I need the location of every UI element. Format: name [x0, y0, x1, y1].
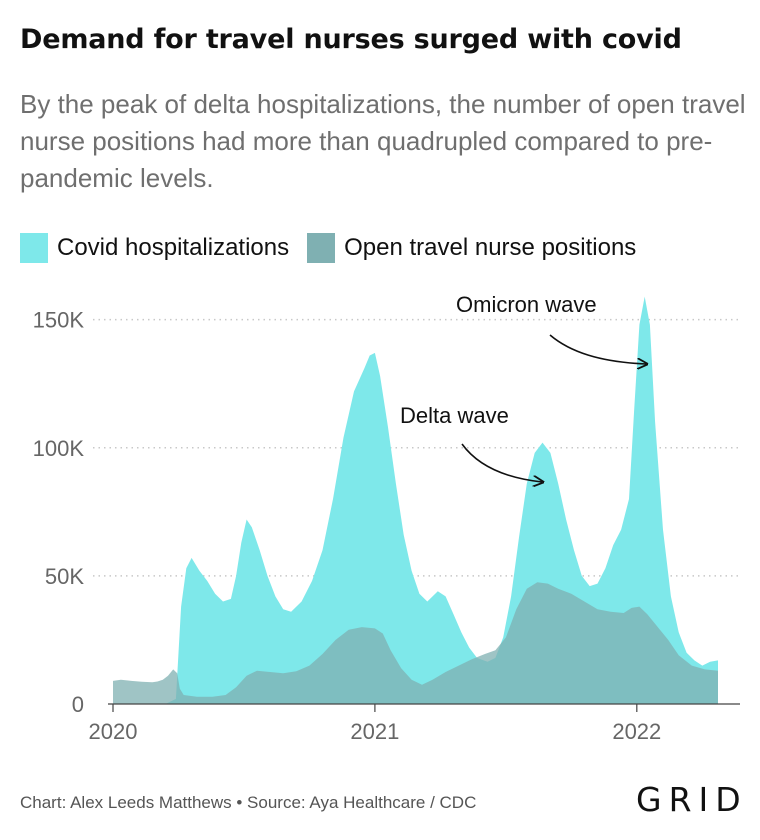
annotation-arrow-omicron	[549, 334, 646, 364]
y-tick-label: 150K	[33, 308, 85, 333]
legend-label-hospitalizations: Covid hospitalizations	[57, 234, 290, 261]
x-tick-label: 2020	[89, 719, 138, 744]
chart-subtitle: By the peak of delta hospitalizations, t…	[20, 89, 746, 193]
footer-credit: Chart: Alex Leeds Matthews • Source: Aya…	[20, 793, 477, 812]
annotation-omicron-wave: Omicron wave	[456, 292, 597, 317]
legend-swatch-hospitalizations	[20, 233, 48, 263]
grid-logo: GRID	[636, 780, 748, 819]
annotation-delta-wave: Delta wave	[400, 403, 509, 428]
legend-item-nurse-positions: Open travel nurse positions	[307, 233, 636, 263]
chart-title: Demand for travel nurses surged with cov…	[20, 24, 682, 55]
y-tick-label: 100K	[33, 436, 85, 461]
x-tick-label: 2022	[612, 719, 661, 744]
legend-item-hospitalizations: Covid hospitalizations	[20, 233, 289, 263]
legend-label-nurse-positions: Open travel nurse positions	[344, 234, 637, 261]
x-tick-label: 2021	[350, 719, 399, 744]
legend: Covid hospitalizations Open travel nurse…	[20, 233, 654, 263]
legend-swatch-nurse-positions	[307, 233, 336, 263]
y-tick-label: 50K	[45, 564, 84, 589]
y-tick-label: 0	[72, 692, 84, 717]
series-area-nurse-positions	[113, 582, 718, 704]
annotation-arrow-delta	[461, 443, 542, 482]
